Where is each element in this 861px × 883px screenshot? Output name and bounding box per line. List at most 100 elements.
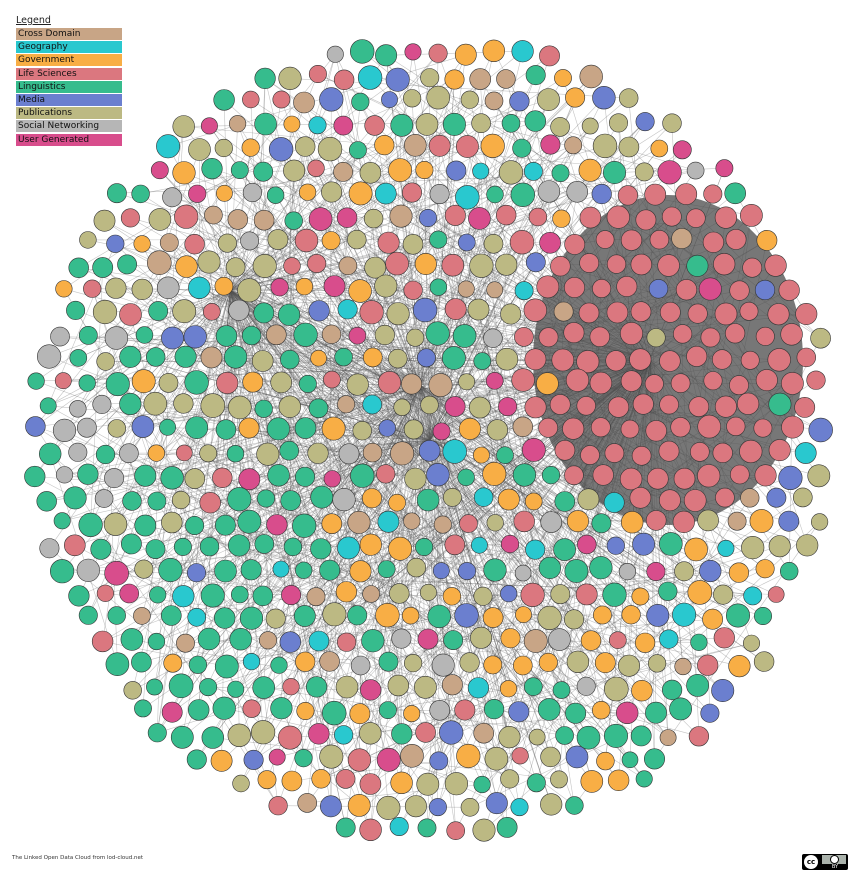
dataset-node[interactable] xyxy=(429,751,449,771)
dataset-node[interactable] xyxy=(228,534,251,557)
dataset-node[interactable] xyxy=(508,701,530,723)
dataset-node[interactable] xyxy=(755,326,775,346)
dataset-node[interactable] xyxy=(217,233,237,253)
dataset-node[interactable] xyxy=(308,300,330,322)
dataset-node[interactable] xyxy=(486,185,504,204)
dataset-node[interactable] xyxy=(364,256,387,279)
dataset-node[interactable] xyxy=(92,299,118,325)
dataset-node[interactable] xyxy=(538,327,559,348)
dataset-node[interactable] xyxy=(767,586,785,603)
dataset-node[interactable] xyxy=(472,818,496,842)
dataset-node[interactable] xyxy=(486,419,509,441)
dataset-node[interactable] xyxy=(511,40,534,63)
dataset-node[interactable] xyxy=(417,818,437,838)
dataset-node[interactable] xyxy=(415,722,436,743)
dataset-node[interactable] xyxy=(592,133,618,159)
dataset-node[interactable] xyxy=(334,347,353,367)
dataset-node[interactable] xyxy=(279,631,301,653)
dataset-node[interactable] xyxy=(698,277,722,301)
dataset-node[interactable] xyxy=(631,679,653,702)
dataset-node[interactable] xyxy=(792,487,813,508)
dataset-node[interactable] xyxy=(295,277,314,296)
dataset-node[interactable] xyxy=(148,208,172,231)
dataset-node[interactable] xyxy=(524,348,547,371)
dataset-node[interactable] xyxy=(173,537,192,556)
dataset-node[interactable] xyxy=(541,466,561,485)
dataset-node[interactable] xyxy=(659,394,679,415)
dataset-node[interactable] xyxy=(554,439,576,461)
dataset-node[interactable] xyxy=(24,465,46,488)
dataset-node[interactable] xyxy=(596,751,615,771)
dataset-node[interactable] xyxy=(688,396,710,418)
dataset-node[interactable] xyxy=(661,679,683,701)
dataset-node[interactable] xyxy=(618,562,637,581)
dataset-node[interactable] xyxy=(199,678,218,697)
dataset-node[interactable] xyxy=(620,511,644,534)
dataset-node[interactable] xyxy=(172,299,197,324)
dataset-node[interactable] xyxy=(332,488,356,512)
dataset-node[interactable] xyxy=(618,88,639,108)
dataset-node[interactable] xyxy=(404,43,422,61)
dataset-node[interactable] xyxy=(120,208,140,228)
dataset-node[interactable] xyxy=(240,231,260,251)
dataset-node[interactable] xyxy=(265,608,286,629)
dataset-node[interactable] xyxy=(683,489,707,512)
dataset-node[interactable] xyxy=(174,345,197,368)
dataset-node[interactable] xyxy=(432,562,450,580)
dataset-node[interactable] xyxy=(740,350,760,370)
dataset-node[interactable] xyxy=(403,419,424,440)
dataset-node[interactable] xyxy=(50,326,70,347)
dataset-node[interactable] xyxy=(415,161,434,180)
dataset-node[interactable] xyxy=(227,680,245,698)
dataset-node[interactable] xyxy=(527,773,546,793)
dataset-node[interactable] xyxy=(484,746,509,771)
dataset-node[interactable] xyxy=(524,396,547,419)
dataset-node[interactable] xyxy=(106,234,125,253)
dataset-node[interactable] xyxy=(334,725,354,745)
dataset-node[interactable] xyxy=(185,416,209,440)
dataset-node[interactable] xyxy=(649,230,670,250)
dataset-node[interactable] xyxy=(214,514,236,536)
dataset-node[interactable] xyxy=(104,326,129,350)
dataset-node[interactable] xyxy=(347,510,371,534)
dataset-node[interactable] xyxy=(767,348,791,372)
dataset-node[interactable] xyxy=(442,487,462,507)
dataset-node[interactable] xyxy=(480,133,505,158)
dataset-node[interactable] xyxy=(426,85,451,110)
dataset-node[interactable] xyxy=(688,726,710,747)
dataset-node[interactable] xyxy=(416,772,440,796)
dataset-node[interactable] xyxy=(443,630,464,651)
dataset-node[interactable] xyxy=(659,629,679,649)
dataset-node[interactable] xyxy=(242,652,261,671)
dataset-node[interactable] xyxy=(267,229,289,250)
dataset-node[interactable] xyxy=(500,769,520,789)
dataset-node[interactable] xyxy=(134,464,157,487)
dataset-node[interactable] xyxy=(472,162,490,180)
dataset-node[interactable] xyxy=(63,486,87,510)
dataset-node[interactable] xyxy=(473,352,492,370)
dataset-node[interactable] xyxy=(347,605,368,626)
dataset-node[interactable] xyxy=(675,183,698,206)
dataset-node[interactable] xyxy=(602,161,626,185)
dataset-node[interactable] xyxy=(514,564,532,582)
dataset-node[interactable] xyxy=(620,229,643,251)
dataset-node[interactable] xyxy=(715,487,735,508)
dataset-node[interactable] xyxy=(459,514,478,533)
dataset-node[interactable] xyxy=(105,277,127,299)
dataset-node[interactable] xyxy=(78,374,96,392)
dataset-node[interactable] xyxy=(156,134,181,159)
dataset-node[interactable] xyxy=(621,751,639,769)
dataset-node[interactable] xyxy=(604,443,625,463)
dataset-node[interactable] xyxy=(658,581,678,601)
dataset-node[interactable] xyxy=(429,184,450,205)
dataset-node[interactable] xyxy=(348,326,367,345)
dataset-node[interactable] xyxy=(749,509,774,533)
dataset-node[interactable] xyxy=(306,676,328,698)
dataset-node[interactable] xyxy=(199,444,218,463)
dataset-node[interactable] xyxy=(251,720,276,745)
dataset-node[interactable] xyxy=(270,278,289,297)
dataset-node[interactable] xyxy=(524,492,543,511)
dataset-node[interactable] xyxy=(252,254,277,279)
dataset-node[interactable] xyxy=(473,586,493,606)
dataset-node[interactable] xyxy=(322,700,347,726)
